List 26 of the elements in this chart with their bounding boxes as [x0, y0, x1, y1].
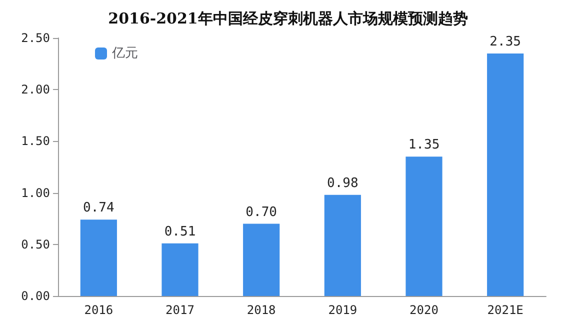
legend-label: 亿元 [111, 46, 138, 61]
text: 1.35 [408, 138, 440, 153]
x-tick-label: 2019 [328, 303, 358, 317]
x-tick-label: 2016 [84, 303, 114, 317]
text: 0.98 [327, 176, 358, 191]
bar [243, 224, 280, 296]
bar [324, 194, 361, 296]
bar [406, 156, 442, 296]
x-tick-label: 2017 [166, 303, 194, 317]
x-tick-label: 2020 [410, 303, 438, 317]
y-tick-label: 1.00 [21, 186, 50, 200]
bar [162, 243, 198, 296]
y-tick-label: 0.00 [21, 289, 50, 303]
y-tick-label: 2.00 [21, 82, 50, 97]
text: 0.70 [246, 204, 277, 220]
x-tick-label: 2018 [246, 303, 276, 317]
chart-title: 2016-2021年中国经皮穿刺机器人市场规模预测趋势 [108, 10, 468, 28]
y-tick-label: 2.50 [21, 31, 50, 45]
x-tick-label: 2021E [487, 303, 524, 317]
text: 0.74 [83, 200, 114, 216]
y-tick-label: 1.50 [21, 134, 50, 148]
bar [487, 53, 524, 296]
text: 0.51 [164, 224, 196, 240]
text: 2.35 [490, 34, 521, 50]
y-tick-label: 0.50 [21, 237, 50, 252]
bar [80, 220, 117, 296]
